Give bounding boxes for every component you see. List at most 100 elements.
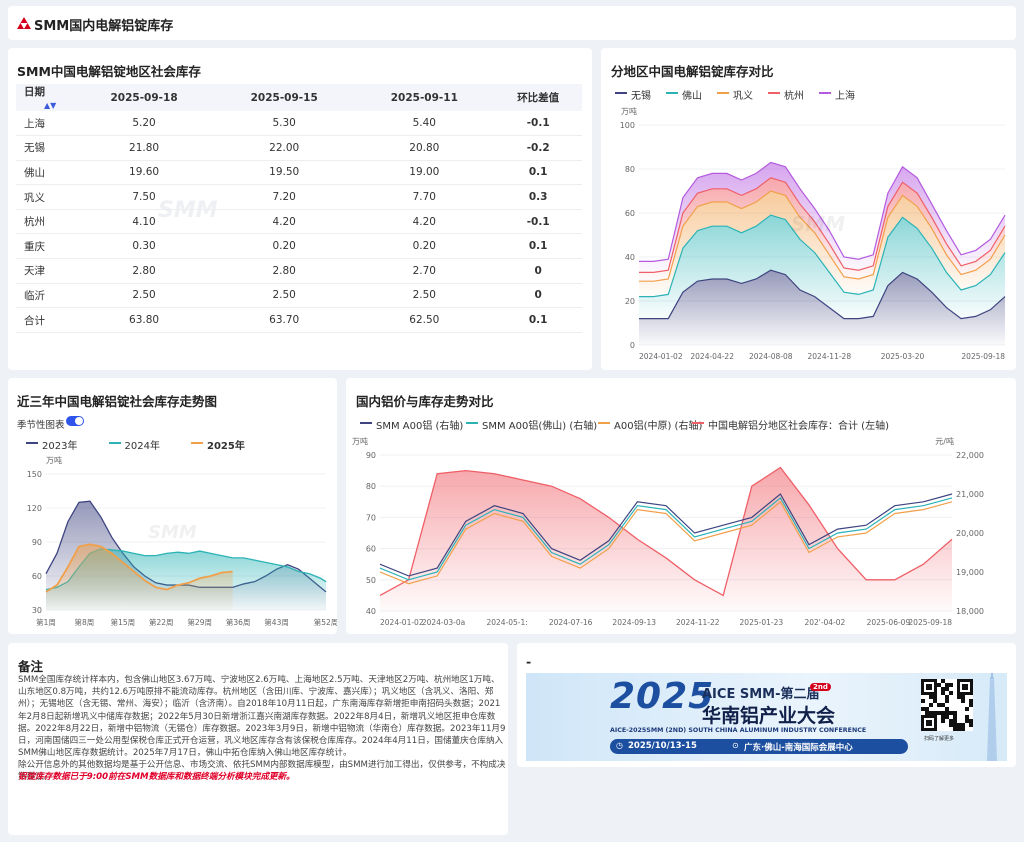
col-header: 环比差值	[494, 84, 582, 111]
legend-item[interactable]: SMM A00铝(佛山) (右轴)	[482, 421, 598, 432]
table-row: 临沂 2.50 2.50 2.50 0	[16, 283, 582, 309]
qr-cell	[941, 691, 945, 695]
qr-cell	[941, 687, 945, 691]
banner-line1: AICE SMM-第二届	[702, 687, 820, 702]
series-line-4	[639, 161, 1006, 262]
x-tick-label: 第1周	[36, 617, 56, 627]
y-tick-label-right: 19,000	[956, 568, 984, 577]
cell-value: 2.80	[214, 258, 355, 284]
seasonal-chart: 万吨 30 60 90 120 150 第1周 第8周 第15周 第22周 第29周 第36周 第43周…	[27, 455, 337, 627]
regional-chart-title: 分地区中国电解铝锭库存对比	[611, 64, 774, 79]
legend-item[interactable]: 佛山	[682, 91, 702, 102]
cell-region: 临沂	[16, 283, 74, 309]
qr-cell	[929, 695, 933, 699]
legend-item[interactable]: SMM A00铝 (右轴)	[376, 421, 464, 432]
table-row: 杭州 4.10 4.20 4.20 -0.1	[16, 209, 582, 235]
legend-item[interactable]: 无锡	[631, 91, 651, 102]
y-tick-label: 90	[32, 538, 42, 547]
qr-cell	[969, 723, 973, 727]
qr-cell	[965, 719, 969, 723]
series-line-2	[639, 190, 1006, 282]
inventory-table: 日期 ▲▼ 2025-09-18 2025-09-15 2025-09-11 环…	[16, 84, 582, 333]
banner-line2: 华南铝产业大会	[702, 705, 836, 727]
qr-finder	[962, 684, 968, 690]
header-bar: SMM国内电解铝锭库存	[8, 6, 1016, 40]
qr-cell	[941, 719, 945, 723]
legend-item[interactable]: 上海	[835, 91, 855, 102]
legend-item[interactable]: 2023年	[42, 441, 78, 452]
tower-icon	[987, 673, 997, 761]
x-tick-label: 第15周	[111, 617, 136, 627]
qr-cell	[949, 691, 953, 695]
qr-cell	[933, 711, 937, 715]
x-tick-label: 2024-03-0a	[422, 618, 465, 627]
price-chart-title: 国内铝价与库存走势对比	[356, 394, 494, 409]
legend-item[interactable]: A00铝(中原) (右轴)	[614, 421, 703, 432]
legend-item[interactable]: 2024年	[124, 441, 160, 452]
qr-cell	[937, 683, 941, 687]
qr-cell	[961, 695, 965, 699]
y-tick-label: 100	[620, 121, 635, 130]
x-tick-label: 2024-04-22	[690, 352, 734, 361]
banner-info-strip: ◷ 2025/10/13-15 ⊙ 广东·佛山-南海国际会展中心	[610, 739, 908, 754]
cell-value: 21.80	[74, 135, 215, 161]
qr-cell	[969, 719, 973, 723]
cell-region: 天津	[16, 258, 74, 284]
inventory-area	[380, 467, 952, 611]
x-tick-label: 第52周	[314, 617, 337, 627]
legend-item[interactable]: 2025年	[207, 441, 245, 452]
x-tick-label: 2025-09-18	[908, 618, 952, 627]
qr-cell	[949, 711, 953, 715]
qr-cell	[961, 699, 965, 703]
cell-value: 2.50	[354, 283, 495, 309]
y-tick-label-left: 60	[366, 545, 376, 554]
cell-value: 0.20	[214, 233, 355, 260]
price-line-2	[379, 500, 953, 585]
y-tick-label-right: 21,000	[956, 490, 984, 499]
legend-swatch	[191, 442, 203, 444]
cell-value: 62.50	[354, 307, 495, 333]
conference-banner[interactable]: 2025 AICE SMM-第二届 2nd 华南铝产业大会 AICE-2025S…	[526, 673, 1007, 761]
table-row: 巩义 7.50 7.20 7.70 0.3	[16, 184, 582, 210]
cell-value: 4.20	[354, 209, 495, 235]
notes-paragraph-1: SMM全国库存统计样本内，包含佛山地区3.67万吨、宁波地区2.6万吨、上海地区…	[18, 675, 506, 759]
banner-venue: 广东·佛山-南海国际会展中心	[744, 743, 853, 753]
cell-diff: 0.1	[494, 160, 582, 186]
legend-item[interactable]: 巩义	[733, 91, 753, 102]
watermark: SMM	[148, 522, 197, 543]
qr-code-icon[interactable]	[921, 679, 973, 731]
y-tick-label-left: 40	[366, 607, 376, 616]
qr-cell	[929, 711, 933, 715]
legend-item[interactable]: 中国电解铝分地区社会库存：合计 (左轴)	[708, 421, 889, 432]
legend-item[interactable]: 杭州	[784, 91, 804, 102]
banner-panel-title: -	[526, 654, 532, 669]
cell-diff: 0.1	[494, 233, 582, 260]
qr-cell	[929, 703, 933, 707]
y-tick-label-left: 90	[366, 451, 376, 460]
y-axis-left-unit: 万吨	[352, 436, 368, 446]
legend-swatch	[26, 442, 38, 444]
table-row: 佛山 19.60 19.50 19.00 0.1	[16, 160, 582, 186]
x-tick-label: 2024-11-22	[676, 618, 720, 627]
cell-value: 5.30	[214, 111, 355, 137]
sort-icon[interactable]: ▲▼	[44, 101, 57, 110]
qr-cell	[921, 699, 925, 703]
cell-value: 5.20	[74, 111, 215, 137]
legend-swatch	[108, 442, 121, 444]
qr-cell	[945, 683, 949, 687]
x-tick-label: 2024-01-02	[380, 618, 424, 627]
qr-finder	[926, 684, 932, 690]
col-header: 2025-09-11	[354, 84, 495, 111]
calendar-icon: ◷	[616, 741, 623, 750]
series-area-1	[639, 215, 1005, 319]
cell-value: 7.50	[74, 184, 215, 210]
price-line-1	[379, 496, 953, 581]
col-header-date[interactable]: 日期 ▲▼	[16, 84, 74, 111]
x-tick-label: 第36周	[226, 617, 251, 627]
qr-cell	[941, 703, 945, 707]
cell-value: 2.70	[354, 258, 495, 284]
seasonal-toggle-switch[interactable]	[66, 416, 84, 426]
legend-swatch	[360, 422, 372, 424]
cell-value: 22.00	[214, 135, 355, 161]
y-tick-label: 120	[27, 504, 42, 513]
